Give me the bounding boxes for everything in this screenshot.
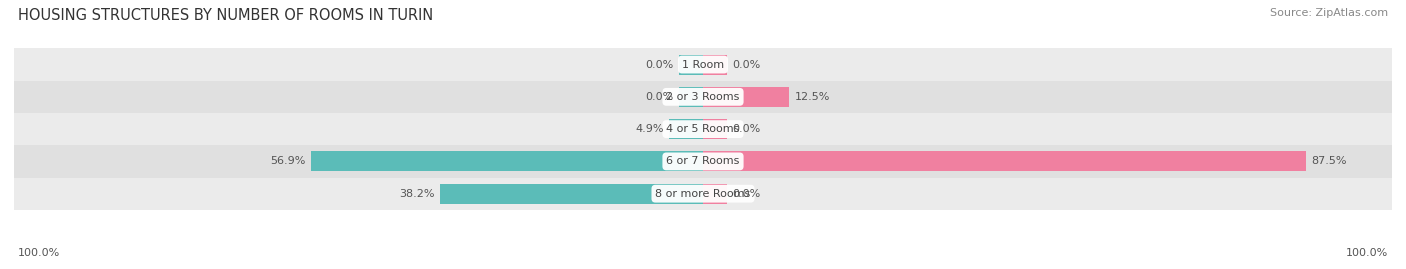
Text: 0.0%: 0.0%: [733, 59, 761, 70]
Text: 38.2%: 38.2%: [399, 189, 434, 199]
Bar: [703, 151, 1306, 171]
Text: 0.0%: 0.0%: [733, 124, 761, 134]
Text: 8 or more Rooms: 8 or more Rooms: [655, 189, 751, 199]
Text: 4.9%: 4.9%: [636, 124, 664, 134]
Bar: [14, 81, 1392, 113]
Bar: [703, 87, 789, 107]
Bar: [679, 55, 703, 75]
Text: 0.0%: 0.0%: [645, 92, 673, 102]
Bar: [679, 87, 703, 107]
Bar: [14, 178, 1392, 210]
Text: 56.9%: 56.9%: [270, 156, 305, 167]
Bar: [703, 55, 727, 75]
Text: 6 or 7 Rooms: 6 or 7 Rooms: [666, 156, 740, 167]
Bar: [14, 48, 1392, 81]
Text: HOUSING STRUCTURES BY NUMBER OF ROOMS IN TURIN: HOUSING STRUCTURES BY NUMBER OF ROOMS IN…: [18, 8, 433, 23]
Text: 1 Room: 1 Room: [682, 59, 724, 70]
Text: 12.5%: 12.5%: [794, 92, 830, 102]
Bar: [440, 184, 703, 204]
Text: 100.0%: 100.0%: [1346, 248, 1388, 258]
Bar: [703, 119, 727, 139]
Text: 4 or 5 Rooms: 4 or 5 Rooms: [666, 124, 740, 134]
Bar: [14, 113, 1392, 145]
Text: 87.5%: 87.5%: [1312, 156, 1347, 167]
Text: 100.0%: 100.0%: [18, 248, 60, 258]
Bar: [14, 145, 1392, 178]
Text: 0.0%: 0.0%: [645, 59, 673, 70]
Bar: [703, 184, 727, 204]
Bar: [311, 151, 703, 171]
Text: Source: ZipAtlas.com: Source: ZipAtlas.com: [1270, 8, 1388, 18]
Text: 0.0%: 0.0%: [733, 189, 761, 199]
Text: 2 or 3 Rooms: 2 or 3 Rooms: [666, 92, 740, 102]
Bar: [669, 119, 703, 139]
